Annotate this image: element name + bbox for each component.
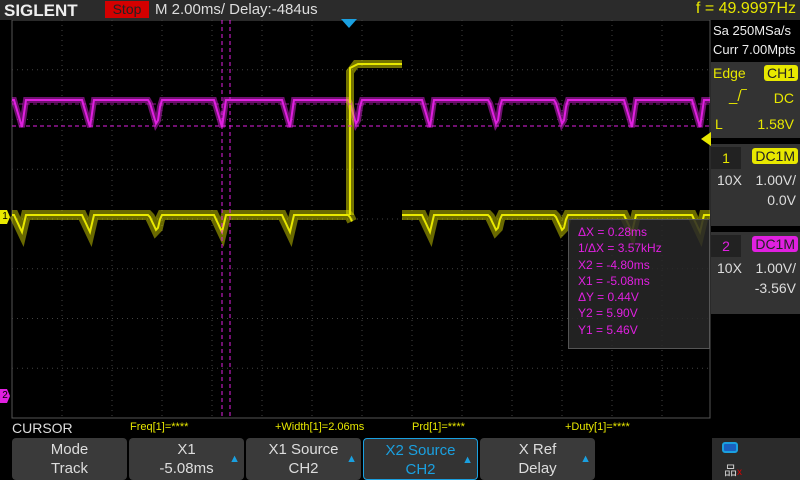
delta-y: ΔY = 0.44V [578,290,639,305]
x2-source-button[interactable]: X2 Source CH2 ▲ [363,438,478,480]
ch2-probe: 10X [717,260,742,276]
x1-value-btn: -5.08ms [159,460,214,477]
usb-icon [722,442,738,453]
trigger-source: CH1 [763,65,798,81]
ch1-probe: 10X [717,172,742,188]
arrow-up-icon: ▲ [580,453,591,465]
x-ref-value: Delay [518,460,557,477]
ch2-ground-marker[interactable]: 2 [0,389,10,403]
trigger-position-marker[interactable] [341,19,357,28]
trigger-panel[interactable]: Edge CH1 _/‾ DC L 1.58V [711,62,800,138]
measure-period: Prd[1]=**** [412,421,465,433]
menu-title: CURSOR [12,420,73,436]
x2-source-value: CH2 [405,461,436,478]
ch1-panel[interactable]: 1 DC1M 10X 1.00V/ 0.0V [711,144,800,226]
top-bar: SIGLENT Stop M 2.00ms/ Delay:-484us f = … [0,0,800,20]
mode-value: Track [51,460,88,477]
ch1-offset: 0.0V [767,192,796,208]
trigger-level: 1.58V [757,116,794,132]
ch2-scale: 1.00V/ [755,260,796,276]
network-disconnected-icon: 品x [724,463,743,478]
ch1-waveform-envelope [346,60,402,215]
arrow-up-icon: ▲ [462,454,473,466]
ch1-number: 1 [711,147,741,169]
ch2-panel[interactable]: 2 DC1M 10X 1.00V/ -3.56V [711,232,800,314]
x1-source-button[interactable]: X1 Source CH2 ▲ [246,438,361,480]
frequency-counter: f = 49.9997Hz [695,0,796,17]
right-panel: Sa 250MSa/s Curr 7.00Mpts Edge CH1 _/‾ D… [711,20,800,314]
x2-value: X2 = -4.80ms [578,257,650,272]
ch1-coupling: DC1M [752,148,798,164]
x1-value: X1 = -5.08ms [578,273,650,288]
y1-value: Y1 = 5.46V [578,322,638,337]
inverse-delta-x: 1/ΔX = 3.57kHz [578,241,662,256]
x-ref-button[interactable]: X Ref Delay ▲ [480,438,595,480]
ch2-number: 2 [711,235,741,257]
x2-source-title: X2 Source [385,442,456,459]
run-status-badge[interactable]: Stop [105,1,149,18]
mode-title: Mode [50,441,89,458]
measure-duty: +Duty[1]=**** [565,421,630,433]
trigger-level-marker[interactable] [701,132,711,146]
ch1-waveform-envelope [9,210,357,248]
memory-depth: Curr 7.00Mpts [713,42,796,57]
ch1-waveform [12,214,353,236]
trigger-level-label: L [715,116,723,132]
x-ref-title: X Ref [518,441,557,458]
ch2-waveform [12,99,710,128]
y2-value: Y2 = 5.90V [578,306,638,321]
ch1-waveform [402,214,710,236]
trigger-coupling: DC [773,90,794,106]
x1-title: X1 [177,441,196,458]
timebase-readout: M 2.00ms/ Delay:-484us [155,1,318,18]
ch2-coupling: DC1M [752,236,798,252]
x1-source-title: X1 Source [268,441,339,458]
ch1-ground-marker[interactable]: 1 [0,210,10,224]
ch2-offset: -3.56V [754,280,796,296]
status-icons: 品x [712,438,800,480]
cursor-readout: ΔX = 0.28ms 1/ΔX = 3.57kHz X2 = -4.80ms … [568,219,710,349]
arrow-up-icon: ▲ [229,453,240,465]
x1-button[interactable]: X1 -5.08ms ▲ [129,438,244,480]
rising-edge-icon: _/‾ [729,88,747,105]
ch1-scale: 1.00V/ [755,172,796,188]
x1-source-value: CH2 [288,460,319,477]
sample-rate: Sa 250MSa/s [713,23,792,38]
measure-width: +Width[1]=2.06ms [275,421,365,433]
delta-x: ΔX = 0.28ms [578,225,648,239]
arrow-up-icon: ▲ [346,453,357,465]
measure-freq: Freq[1]=**** [130,421,189,433]
trigger-type: Edge [713,65,746,81]
mode-button[interactable]: Mode Track [12,438,127,480]
ch1-waveform [349,63,402,215]
waveform-display[interactable] [0,20,712,420]
siglent-logo: SIGLENT [4,1,78,20]
